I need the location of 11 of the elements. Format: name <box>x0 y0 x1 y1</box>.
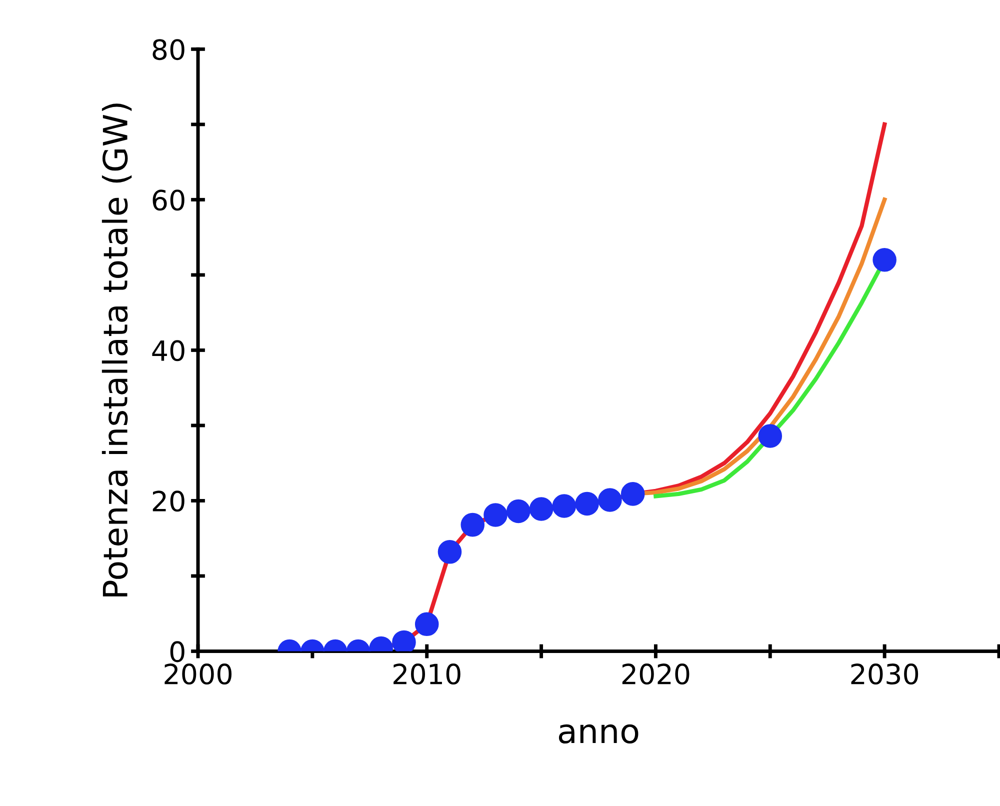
x-tick-label: 2010 <box>394 664 460 685</box>
y-tick-label: 0 <box>170 641 184 662</box>
y-axis-title: Potenza installata totale (GW) <box>102 104 132 596</box>
x-tick-label: 2020 <box>622 664 690 685</box>
y-tick-label: 80 <box>152 39 184 60</box>
y-tick-label: 60 <box>152 190 184 211</box>
y-tick-label: 40 <box>152 340 184 362</box>
y-tick-label: 20 <box>152 490 184 512</box>
x-tick-label: 2030 <box>851 664 918 685</box>
x-tick-label: 2000 <box>164 664 232 685</box>
x-axis-title: anno <box>558 724 638 744</box>
